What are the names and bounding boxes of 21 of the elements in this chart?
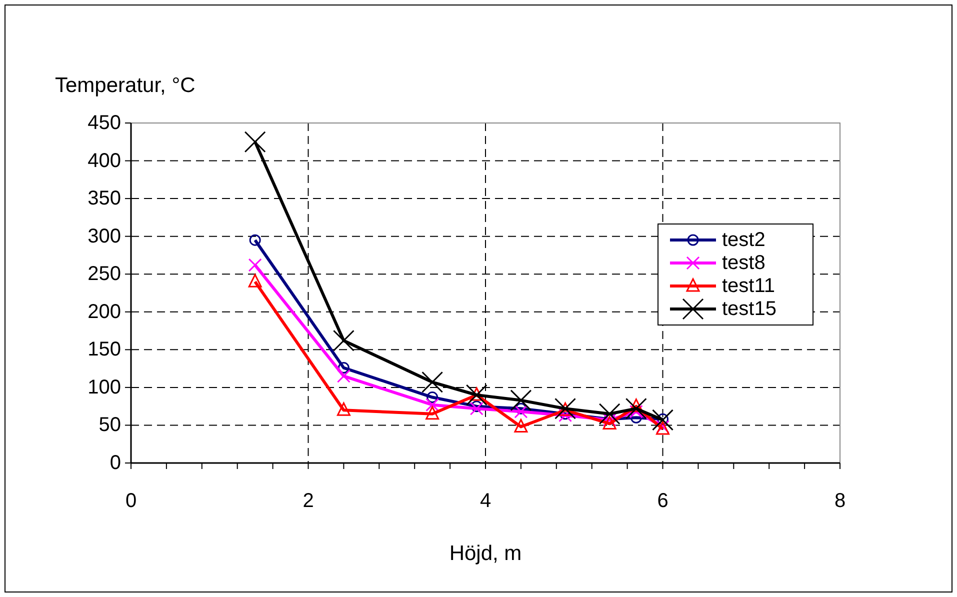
y-tick-label: 50: [98, 414, 121, 436]
y-tick-label: 200: [88, 300, 121, 323]
y-tick-label: 350: [88, 188, 121, 210]
legend-label: test2: [722, 229, 766, 251]
legend-label: test11: [722, 275, 775, 297]
legend-label: test8: [722, 252, 766, 274]
x-tick-label: 0: [125, 490, 137, 512]
y-tick-label: 100: [88, 376, 121, 398]
y-axis-title: Temperatur, °C: [55, 74, 196, 97]
y-tick-label: 0: [110, 452, 121, 474]
x-axis-title: Höjd, m: [449, 542, 522, 565]
y-tick-label: 450: [88, 112, 121, 134]
y-tick-label: 150: [88, 338, 121, 361]
y-tick-label: 400: [88, 150, 121, 172]
x-tick-label: 6: [657, 490, 668, 512]
y-tick-label: 300: [88, 225, 121, 248]
legend-label: test15: [722, 298, 776, 320]
x-tick-label: 8: [834, 490, 846, 512]
y-tick-label: 250: [88, 263, 121, 286]
x-tick-label: 2: [302, 490, 314, 512]
x-tick-label: 4: [480, 490, 492, 512]
